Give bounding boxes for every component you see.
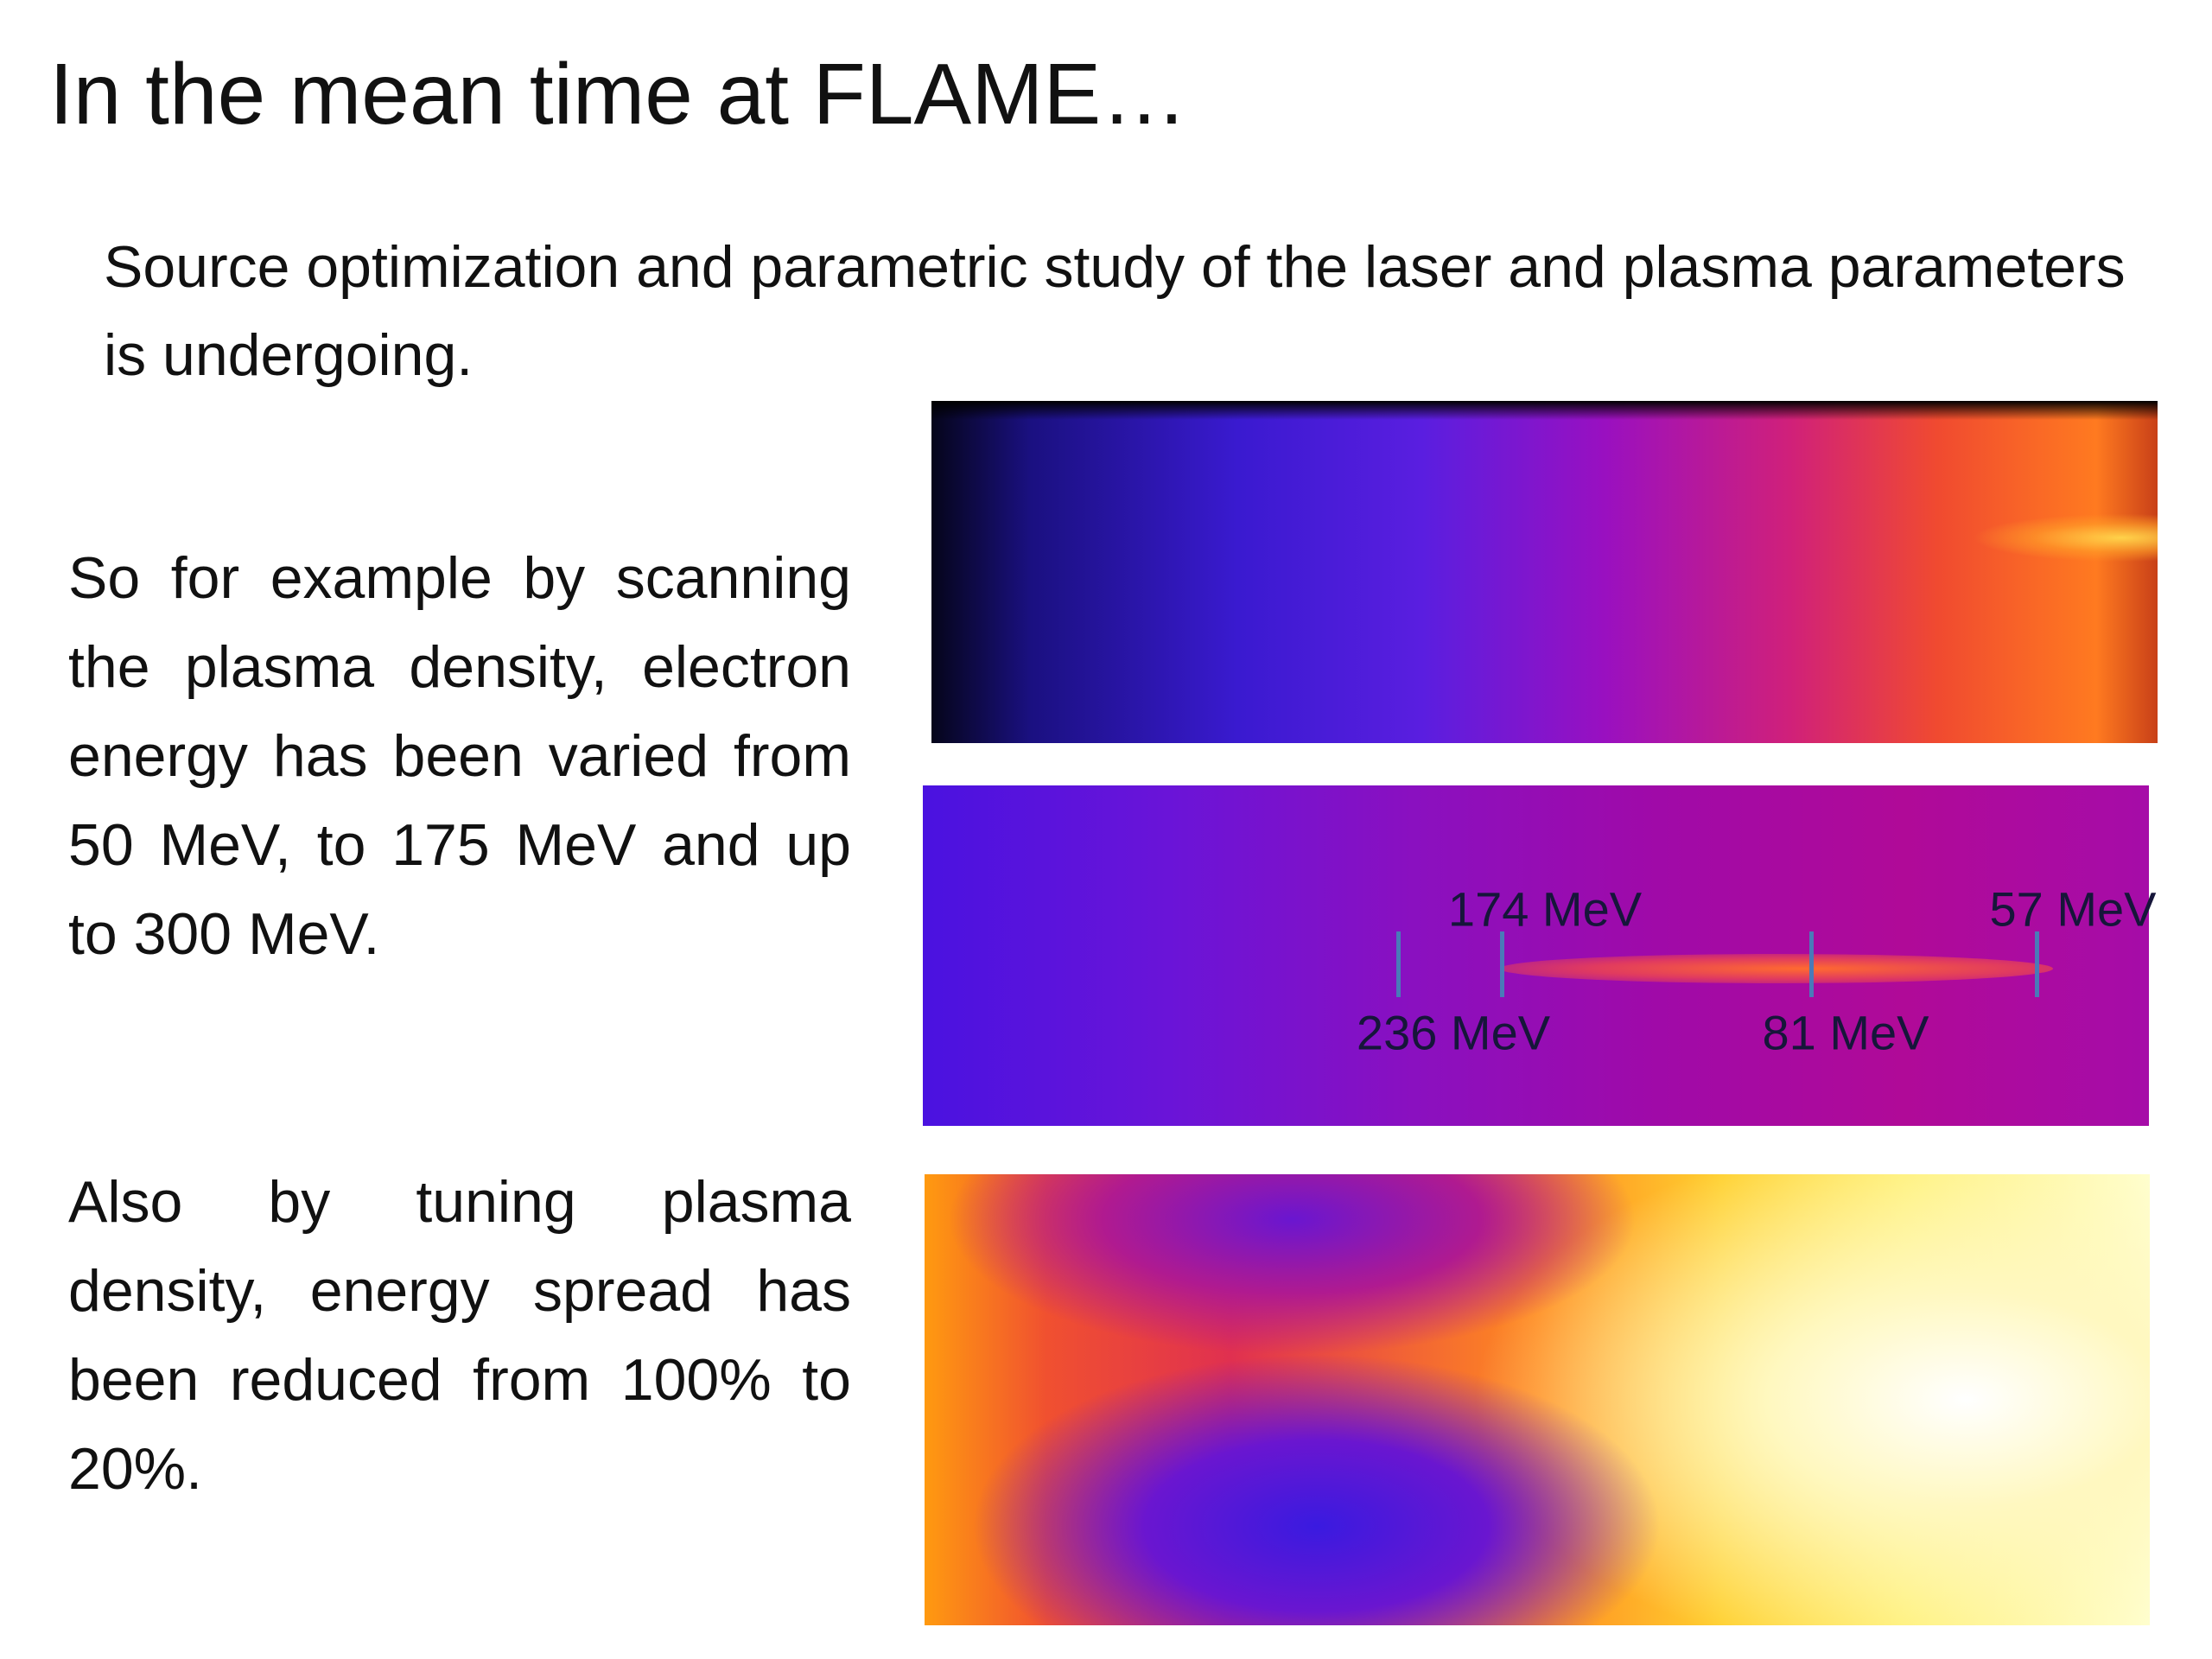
energy-tick — [2035, 931, 2039, 997]
energy-label: 57 MeV — [1989, 881, 2157, 937]
energy-tick — [1396, 931, 1401, 997]
energy-label: 174 MeV — [1447, 881, 1643, 937]
energy-label: 236 MeV — [1356, 1005, 1551, 1060]
subtitle: Source optimization and parametric study… — [104, 234, 2126, 388]
slide-title: In the mean time at FLAME… — [49, 46, 1188, 143]
energy-label: 81 MeV — [1762, 1005, 1929, 1060]
energy-tick — [1500, 931, 1504, 997]
spectrum-image — [925, 1174, 2150, 1625]
energy-tick — [1809, 931, 1814, 997]
spectrum-image — [931, 401, 2158, 743]
beam — [1500, 954, 2053, 983]
paragraph: So for example by scanning the plasma de… — [68, 545, 851, 967]
spectrum-image: 174 MeV 57 MeV 236 MeV 81 MeV — [923, 785, 2157, 1126]
paragraph: Also by tuning plasma density, energy sp… — [68, 1169, 851, 1502]
